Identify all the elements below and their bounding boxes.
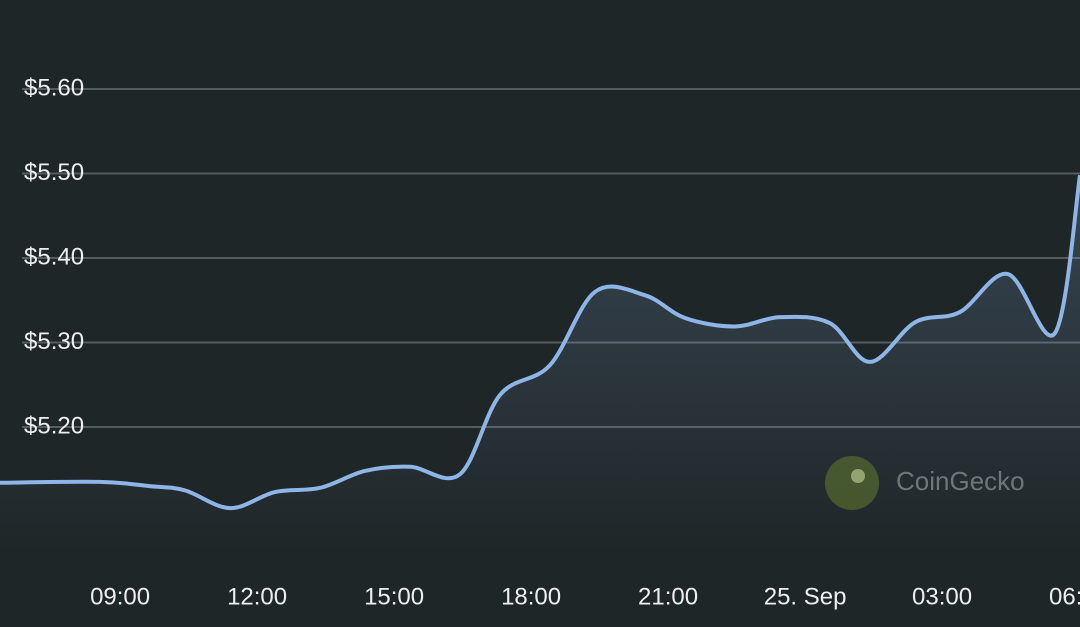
y-tick-label: $5.50 [24,159,84,186]
x-tick-label: 06:00 [1049,583,1080,610]
watermark-logo [825,456,879,510]
x-tick-label: 15:00 [364,583,424,610]
y-tick-label: $5.40 [24,243,84,270]
watermark-logo-eye [851,469,865,483]
y-tick-label: $5.20 [24,412,84,439]
line [0,174,1080,511]
x-tick-label: 18:00 [501,583,561,610]
watermark-text: CoinGecko [896,466,1025,496]
watermark: CoinGecko [825,456,1025,510]
x-tick-label: 03:00 [912,583,972,610]
area [0,175,1080,554]
x-tick-label: 09:00 [90,583,150,610]
x-tick-label: 21:00 [638,583,698,610]
x-tick-label: 12:00 [227,583,287,610]
y-tick-label: $5.30 [24,328,84,355]
y-tick-label: $5.60 [24,74,84,101]
x-tick-label: 25. Sep [764,583,847,610]
